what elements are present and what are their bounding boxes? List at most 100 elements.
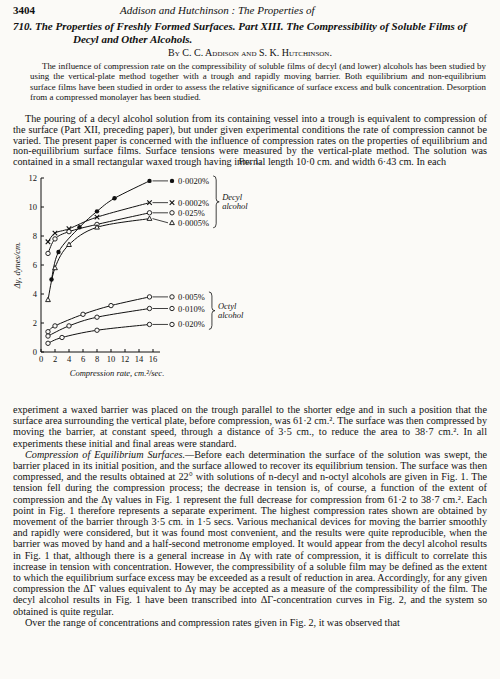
paragraph: Compression of Equilibrium Surfaces.—Bef… bbox=[13, 449, 487, 617]
data-point bbox=[46, 341, 50, 345]
annotation-line: alcohol bbox=[218, 310, 244, 320]
x-tick bbox=[83, 349, 84, 352]
data-point bbox=[46, 334, 50, 338]
data-point bbox=[95, 215, 100, 220]
y-tick-label: 2 bbox=[33, 318, 37, 328]
data-point bbox=[53, 237, 57, 241]
x-tick bbox=[153, 349, 154, 352]
data-point bbox=[147, 216, 152, 220]
page-number: 3404 bbox=[13, 4, 35, 16]
legend-leader bbox=[153, 219, 169, 223]
legend-label: 0·020% bbox=[178, 319, 205, 329]
y-tick-label: 6 bbox=[33, 260, 37, 270]
legend-marker bbox=[170, 322, 174, 326]
x-tick bbox=[69, 349, 70, 352]
annotation: Octylalcohol bbox=[218, 301, 244, 320]
body-text: experiment a waxed barrier was placed on… bbox=[13, 404, 487, 628]
legend-marker bbox=[170, 179, 174, 183]
y-tick bbox=[41, 207, 44, 208]
x-tick-label: 2 bbox=[53, 354, 57, 364]
authors: By C. C. Addison and S. K. Hutchinson. bbox=[13, 47, 487, 58]
y-tick bbox=[41, 236, 44, 237]
x-tick-label: 0 bbox=[39, 354, 43, 364]
data-point bbox=[67, 229, 71, 233]
data-point bbox=[46, 297, 51, 301]
y-tick bbox=[41, 294, 44, 295]
legend-label: 0·010% bbox=[178, 304, 205, 314]
y-tick-label: 4 bbox=[33, 289, 38, 299]
brace bbox=[209, 292, 215, 330]
data-point bbox=[53, 265, 58, 269]
x-axis-label: Compression rate, cm.²/sec. bbox=[70, 368, 165, 378]
x-tick bbox=[97, 349, 98, 352]
data-point bbox=[60, 335, 64, 339]
legend-label: 0·025% bbox=[178, 208, 205, 218]
legend-leader bbox=[153, 202, 169, 203]
data-point bbox=[147, 179, 151, 183]
y-tick-label: 8 bbox=[33, 231, 37, 241]
data-point bbox=[95, 328, 99, 332]
run-in-heading: Compression of Equilibrium Surfaces.— bbox=[25, 449, 194, 460]
legend-leader bbox=[153, 296, 169, 297]
brace bbox=[213, 176, 219, 228]
x-tick bbox=[139, 349, 140, 352]
series-line bbox=[48, 324, 150, 343]
x-tick bbox=[55, 349, 56, 352]
figure-caption: Fig. 1. bbox=[13, 156, 487, 166]
legend-marker bbox=[170, 295, 174, 299]
data-point bbox=[46, 330, 50, 334]
y-tick bbox=[41, 352, 44, 353]
series-line bbox=[48, 309, 150, 337]
x-tick-label: 16 bbox=[149, 354, 158, 364]
legend-marker bbox=[170, 211, 174, 215]
running-title: Addison and Hutchinson : The Properties … bbox=[120, 4, 315, 16]
data-point bbox=[112, 196, 116, 200]
y-tick-label: 12 bbox=[29, 173, 38, 183]
x-tick-label: 14 bbox=[135, 354, 144, 364]
title: 710. The Properties of Freshly Formed Su… bbox=[13, 20, 487, 45]
legend-label: 0·0020% bbox=[178, 176, 209, 186]
annotation: Decylalcohol bbox=[221, 192, 248, 211]
x-axis bbox=[41, 352, 160, 353]
legend-label: 0·005% bbox=[178, 292, 205, 302]
data-point bbox=[95, 315, 99, 319]
x-tick-label: 12 bbox=[121, 354, 130, 364]
y-tick bbox=[41, 178, 44, 179]
legend-marker bbox=[170, 220, 175, 224]
annotation-line: alcohol bbox=[222, 201, 248, 211]
data-point bbox=[67, 242, 72, 246]
data-point bbox=[46, 240, 51, 245]
data-point bbox=[109, 303, 113, 307]
x-tick-label: 4 bbox=[67, 354, 72, 364]
data-point bbox=[95, 209, 99, 213]
x-tick-label: 6 bbox=[81, 354, 85, 364]
data-point bbox=[81, 312, 85, 316]
legend-leader bbox=[153, 180, 169, 181]
legend-marker bbox=[170, 200, 175, 205]
x-tick-label: 8 bbox=[95, 354, 99, 364]
y-tick-label: 0 bbox=[33, 347, 37, 357]
series-line bbox=[48, 203, 150, 242]
legend-label: 0·0005% bbox=[178, 218, 209, 228]
x-tick bbox=[125, 349, 126, 352]
abstract: The influence of compression rate on the… bbox=[30, 61, 486, 102]
paragraph: experiment a waxed barrier was placed on… bbox=[13, 404, 487, 449]
legend-marker bbox=[170, 306, 174, 310]
data-point bbox=[147, 322, 151, 326]
data-point bbox=[46, 251, 50, 255]
plot-area bbox=[46, 179, 152, 346]
legend-leader bbox=[153, 308, 169, 309]
series-line bbox=[48, 219, 150, 300]
x-tick-label: 10 bbox=[107, 354, 116, 364]
paragraph: Over the range of concentrations and com… bbox=[13, 617, 487, 628]
legend: 0·0020%0·0002%0·025%0·0005%Decylalcohol0… bbox=[153, 176, 249, 330]
y-tick-label: 10 bbox=[29, 202, 38, 212]
legend-leader bbox=[153, 212, 169, 213]
y-tick bbox=[41, 323, 44, 324]
x-tick bbox=[111, 349, 112, 352]
data-point bbox=[147, 200, 152, 205]
data-point bbox=[56, 250, 60, 254]
chart: 0246810121416024681012Compression rate, … bbox=[0, 165, 500, 400]
data-point bbox=[147, 306, 151, 310]
data-point bbox=[53, 324, 57, 328]
